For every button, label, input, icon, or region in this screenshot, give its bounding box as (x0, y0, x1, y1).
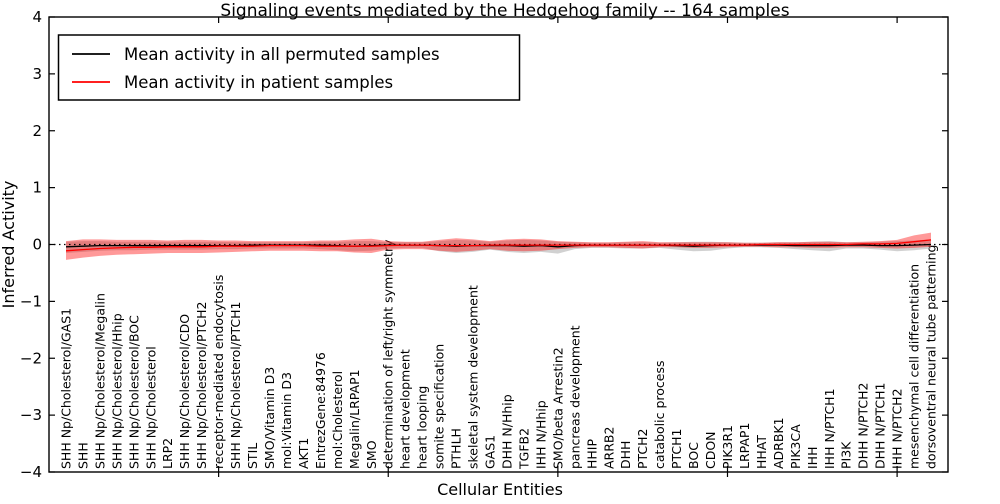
x-category-label: ARRB2 (601, 427, 616, 469)
x-category-label: SHH Np/Cholesterol/PTCH2 (194, 302, 209, 470)
x-category-label: skeletal system development (466, 285, 481, 469)
x-category-label: heart development (398, 349, 413, 469)
y-tick-label: −1 (20, 292, 42, 310)
x-category-label: PI3K (839, 441, 854, 469)
x-category-label: PTCH1 (669, 428, 684, 469)
x-category-label: Megalin/LRPAP1 (347, 369, 362, 469)
x-category-label: CDON (703, 431, 718, 469)
x-category-label: PIK3R1 (720, 425, 735, 469)
x-category-label: DHH N/Hhip (499, 394, 514, 469)
permuted-band (66, 239, 931, 254)
x-category-label: DHH N/PTCH1 (873, 383, 888, 469)
x-category-label: SHH Np/Cholesterol/PTCH1 (228, 302, 243, 470)
y-tick-label: 1 (32, 179, 42, 197)
x-category-label: dorsoventral neural tube patterning (924, 245, 939, 470)
x-category-label: AKT1 (296, 438, 311, 469)
x-category-label: PIK3CA (788, 424, 803, 469)
x-category-label: IHH N/Hhip (533, 400, 548, 469)
x-category-label: receptor-mediated endocytosis (211, 275, 226, 469)
y-tick-label: −2 (20, 349, 42, 367)
x-category-label: SHH Np/Cholesterol (143, 346, 158, 469)
x-category-label: SMO/beta Arrestin2 (550, 347, 565, 469)
y-axis-label: Inferred Activity (0, 181, 18, 309)
x-category-label: catabolic process (652, 360, 667, 469)
y-tick-label: 4 (32, 8, 42, 26)
x-category-label: IHH (805, 447, 820, 470)
legend-box (57, 34, 521, 101)
x-category-label: heart looping (415, 386, 430, 469)
x-category-label: PTHLH (449, 428, 464, 469)
legend-patient-label: Mean activity in patient samples (124, 73, 393, 92)
x-category-labels: SHH Np/Cholesterol/GAS1 SHH SHH Np/Cholest… (58, 239, 938, 470)
x-category-label: somite specification (432, 344, 447, 469)
x-category-label: DHH N/PTCH2 (856, 383, 871, 469)
x-category-label: SMO/Vitamin D3 (262, 367, 277, 469)
y-tick-label: 2 (32, 122, 42, 140)
x-category-label: SHH Np/Cholesterol/Megalin (92, 293, 107, 469)
x-category-label: SHH Np/Cholesterol/CDO (177, 314, 192, 469)
x-category-label: determination of left/right symmetry (381, 239, 396, 469)
x-category-label: SMO (364, 440, 379, 469)
x-category-label: mol:Vitamin D3 (279, 372, 294, 469)
y-tick-label: −4 (20, 463, 42, 481)
x-category-label: GAS1 (483, 435, 498, 469)
x-category-label: EntrezGene:84976 (313, 352, 328, 469)
legend: Mean activity in all permuted samples Me… (57, 34, 521, 101)
x-category-label: DHH (618, 441, 633, 469)
x-category-label: STIL (245, 443, 260, 469)
chart-title: Signaling events mediated by the Hedgeho… (220, 1, 789, 21)
x-category-label: IHH N/PTCH1 (822, 388, 837, 469)
x-category-label: mol:Cholesterol (330, 371, 345, 469)
x-category-label: BOC (686, 442, 701, 469)
y-tick-label: 3 (32, 65, 42, 83)
x-category-label: TGFB2 (516, 428, 531, 470)
x-category-label: SHH Np/Cholesterol/GAS1 (58, 308, 73, 469)
plot-data-layer (49, 232, 948, 260)
x-category-label: SHH (75, 442, 90, 469)
x-axis-label: Cellular Entities (437, 480, 563, 499)
x-category-label: LRPAP1 (737, 423, 752, 469)
x-category-label: PTCH2 (635, 428, 650, 469)
y-tick-label: −3 (20, 406, 42, 424)
x-category-label: HHIP (584, 439, 599, 469)
axis-ticks: 4 3 2 1 0 −1 −2 −3 −4 (20, 8, 948, 481)
x-category-label: LRP2 (160, 438, 175, 469)
x-category-label: HHAT (754, 435, 769, 469)
legend-permuted-label: Mean activity in all permuted samples (124, 45, 440, 64)
x-category-label: SHH Np/Cholesterol/Hhip (109, 313, 124, 469)
x-category-label: IHH N/PTCH2 (890, 388, 905, 469)
x-category-label: pancreas development (567, 325, 582, 469)
x-category-label: mesenchymal cell differentiation (907, 264, 922, 469)
patient-mean-line (65, 239, 932, 252)
x-category-label: ADRBK1 (771, 417, 786, 469)
y-tick-label: 0 (32, 236, 42, 254)
x-category-label: SHH Np/Cholesterol/BOC (126, 315, 141, 469)
